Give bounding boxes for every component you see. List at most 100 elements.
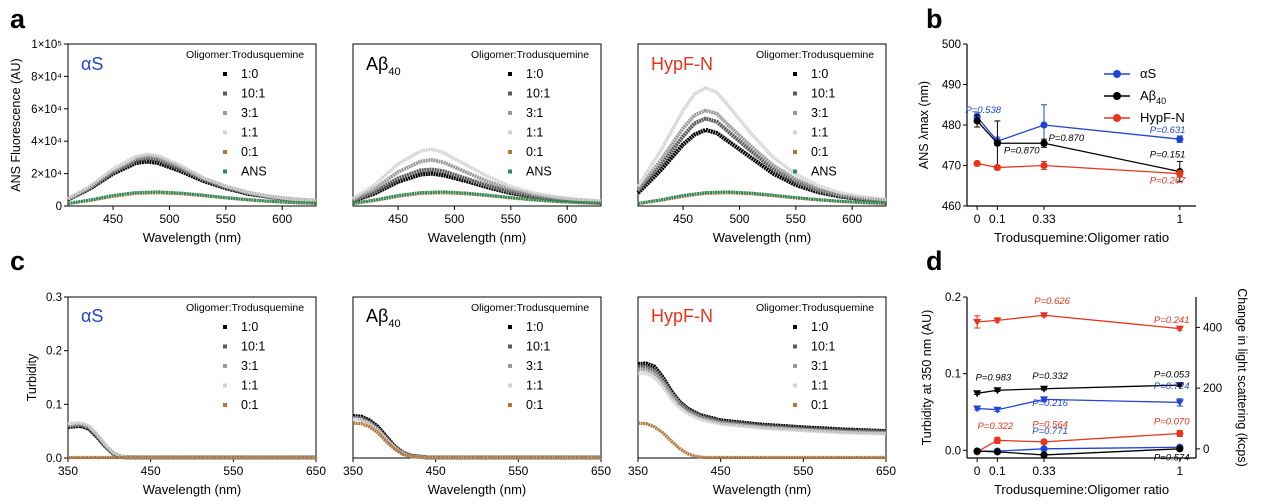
legend-swatch <box>793 169 797 174</box>
p-value-annotation: P=0.870 <box>1004 145 1040 156</box>
series-line-0:1 <box>637 421 886 460</box>
data-point <box>993 139 1001 147</box>
x-axis-label: Wavelength (nm) <box>143 482 242 497</box>
x-tick-label: 0.1 <box>989 464 1006 478</box>
series-line-Aβ40 turbidity <box>977 448 1180 456</box>
legend-swatch <box>793 91 797 96</box>
p-value-annotation: P=0.983 <box>976 373 1012 384</box>
data-point <box>973 117 981 125</box>
legend-swatch <box>508 403 512 407</box>
x-axis-label: Trodusquemine:Oligomer ratio <box>994 482 1169 497</box>
data-point-triangle <box>1040 396 1049 404</box>
x-tick-label: 450 <box>673 212 693 226</box>
series-line-1:1 <box>67 420 316 460</box>
data-point <box>1040 139 1048 147</box>
p-value-annotation: P=0.631 <box>1150 125 1186 136</box>
legend-label: 3:1 <box>811 106 828 120</box>
p-value-annotation: P=0.216 <box>1032 398 1068 409</box>
data-point-triangle <box>1175 325 1184 333</box>
y-right-tick-label: 0 <box>1203 444 1209 456</box>
data-point <box>1176 135 1184 143</box>
x-tick-label: 600 <box>842 212 862 226</box>
p-value-annotation: P=0.332 <box>1032 371 1068 382</box>
series-line-ANS <box>67 190 317 205</box>
legend-label: 0:1 <box>526 398 543 412</box>
x-axis-label: Wavelength (nm) <box>143 230 242 245</box>
legend-label: 10:1 <box>811 340 835 354</box>
x-tick-label: 350 <box>343 464 363 478</box>
legend-swatch <box>793 383 797 388</box>
chart-title: Aβ40 <box>366 306 401 330</box>
series-line-10:1 <box>636 116 887 203</box>
chart-d: 0 0.1 0.33 1 0.0 0.1 0.2 0 200 400 Change in light… <box>920 288 1249 497</box>
legend-swatch <box>793 344 797 349</box>
series-line-Aβ40 light scattering <box>977 384 1180 394</box>
chart-c-2: 350 450 550 650 Wavelength (nm) Aβ40 Oligomer:… <box>343 296 611 497</box>
chart-title-subscript: 40 <box>388 318 400 330</box>
series-line-0:1 <box>352 421 601 460</box>
data-point <box>1040 121 1048 129</box>
y-tick-label: 8×10⁴ <box>31 71 62 83</box>
legend-marker <box>1113 70 1121 78</box>
plot-frame <box>637 43 887 207</box>
x-tick-label: 550 <box>223 464 243 478</box>
legend-swatch <box>223 383 227 388</box>
series-line-ANS <box>352 190 602 205</box>
legend-title: Oligomer:Trodusquemine <box>756 49 874 61</box>
chart-a-3: 450 500 550 600 Wavelength (nm) HypF-N Oligome… <box>636 43 887 245</box>
data-point-triangle <box>993 387 1002 395</box>
legend-label: HypF-N <box>1140 110 1185 125</box>
x-tick-label: 650 <box>591 464 611 478</box>
legend-swatch <box>508 72 512 76</box>
chart-c-1: 350 450 550 650 0.0 0.1 0.2 0.3 Wavelength (nm) T… <box>25 292 326 497</box>
series-line-HypF-N turbidity <box>976 432 1180 453</box>
panel-letter-d: d <box>926 246 943 276</box>
x-tick-label: 1 <box>1176 212 1183 226</box>
data-point <box>1176 445 1184 453</box>
x-tick-label: 450 <box>141 464 161 478</box>
plot-frame <box>352 43 602 207</box>
series-line-Aβ40 <box>976 120 1180 173</box>
series-line-αS light scattering <box>977 398 1180 411</box>
legend-swatch <box>223 130 227 135</box>
x-tick-label: 650 <box>876 464 896 478</box>
x-axis-label: Wavelength (nm) <box>713 482 812 497</box>
legend-swatch <box>508 383 512 388</box>
legend-label: 1:0 <box>811 320 828 334</box>
chart-b: 0 0.1 0.33 1 460 470 480 490 500 Trodusquemine:Ol… <box>917 39 1196 245</box>
data-point <box>973 159 981 168</box>
legend-marker <box>1113 114 1121 122</box>
p-value-annotation: P=0.241 <box>1154 315 1190 326</box>
series-line-HypF-N light scattering <box>977 314 1180 330</box>
chart-title: HypF-N <box>651 54 713 74</box>
chart-title-main: Aβ <box>366 54 388 74</box>
y-tick-label: 0.1 <box>46 399 62 411</box>
p-value-annotation: P=0.626 <box>1034 296 1070 307</box>
legend-label-subscript: 40 <box>1156 96 1166 106</box>
legend-swatch <box>508 111 512 115</box>
legend-label: 10:1 <box>241 87 265 101</box>
legend-swatch <box>223 344 227 349</box>
legend-title: Oligomer:Trodusquemine <box>756 302 874 314</box>
x-tick-label: 500 <box>729 212 749 226</box>
data-point-triangle <box>1175 399 1184 407</box>
y-axis-label: ANS Fluorescence (AU) <box>9 58 23 191</box>
data-point <box>1040 438 1048 446</box>
x-tick-label: 600 <box>272 212 292 226</box>
y-tick-label: 500 <box>942 39 961 51</box>
y-tick-label: 0.0 <box>46 453 62 465</box>
series-line-1:0 <box>637 361 887 434</box>
legend-swatch <box>508 150 512 154</box>
series-line-αS <box>976 116 1180 142</box>
p-value-annotation: P=0.267 <box>1150 176 1186 187</box>
series-line-1:0 <box>67 423 316 460</box>
p-value-annotation: P=0.564 <box>1032 419 1068 430</box>
y-axis-label: Turbidity <box>25 353 39 401</box>
legend-label: αS <box>1140 66 1157 81</box>
legend-swatch <box>508 169 512 174</box>
legend-label: 1:1 <box>241 126 258 140</box>
chart-title: Aβ40 <box>366 54 401 78</box>
y-tick-label: 460 <box>942 201 961 213</box>
y-tick-label: 0 <box>56 201 62 213</box>
legend-swatch <box>223 72 227 76</box>
